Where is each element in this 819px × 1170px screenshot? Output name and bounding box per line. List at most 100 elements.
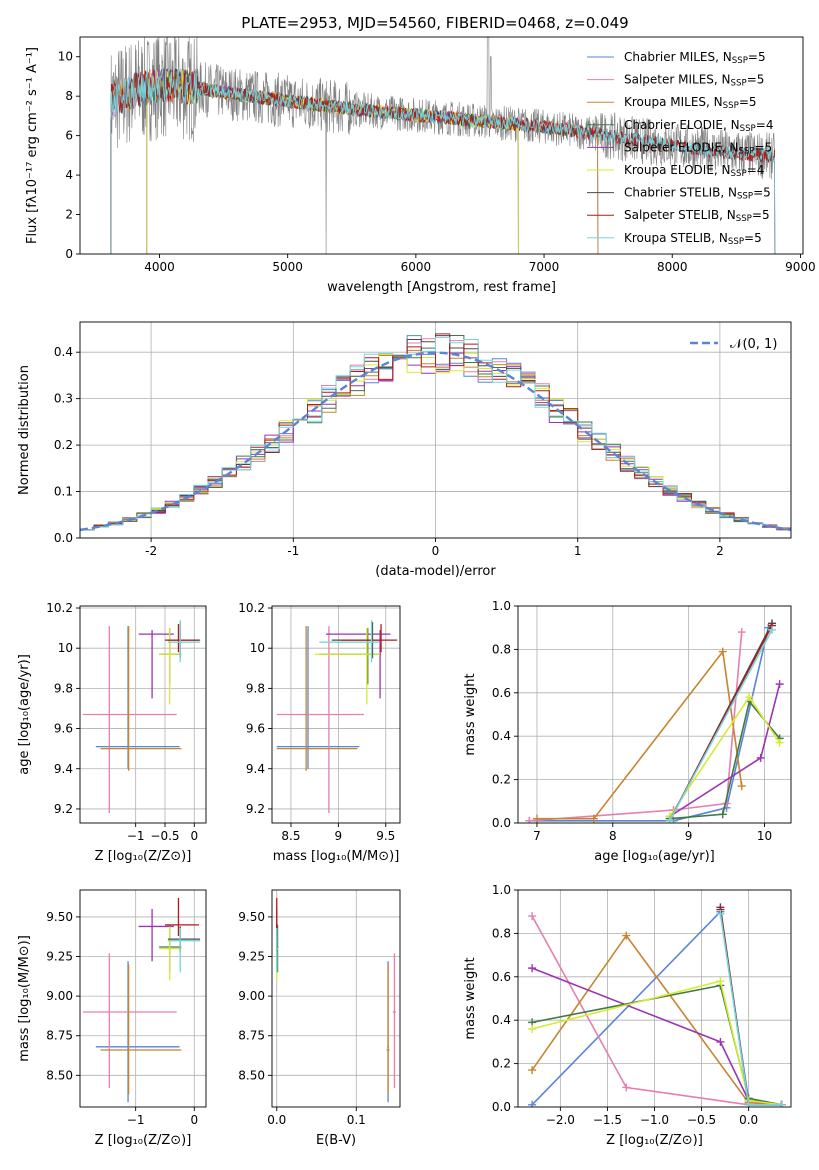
weight-marker <box>589 814 598 823</box>
residuals-chart: -2 -1 0 1 2 0.0 0.1 0.2 0.3 0.4 (data-model)/error… <box>17 321 792 579</box>
residuals-ytick-label: 0.0 <box>54 531 73 545</box>
age-mass-axes: 8.5 9 9.5 9.2 9.4 9.6 9.8 10 10.2 mass [log₁₀(M/M… <box>238 601 401 864</box>
weight-marker <box>718 810 727 819</box>
age-Z-frame <box>79 605 207 824</box>
weight-marker <box>716 977 725 986</box>
weight-marker <box>775 738 784 747</box>
mass-Z-xtick-label: −1 <box>127 1113 145 1127</box>
spectrum-ytick-label: 0 <box>65 247 73 261</box>
weight-age-chart: 7 8 9 10 0.0 0.2 0.4 0.6 0.8 1.0 age [log₁₀(age/yr… <box>463 599 792 864</box>
legend-label: Kroupa STELIB, NSSP=5 <box>624 231 762 247</box>
mass-EBV-xtick-label: 0.0 <box>267 1113 286 1127</box>
residuals-xtick-label: 1 <box>574 544 582 558</box>
age-mass-ytick-label: 10.2 <box>238 601 265 615</box>
weight-line <box>537 649 743 820</box>
legend-label: Kroupa ELODIE, NSSP=4 <box>624 163 764 179</box>
spectrum-xlabel: wavelength [Angstrom, rest frame] <box>327 280 556 295</box>
weight-line <box>719 907 782 1106</box>
spectrum-frame <box>79 36 804 255</box>
spectrum-xtick-label: 5000 <box>272 260 303 274</box>
mass-EBV-ytick-label: 9.00 <box>238 989 265 1003</box>
weight-age-xlabel: age [log₁₀(age/yr)] <box>594 849 715 864</box>
weight-age-frame <box>517 605 792 824</box>
plots-layer: 4000 5000 6000 7000 8000 90000246810wavelengt… <box>17 36 816 1148</box>
spectrum-ytick-label: 10 <box>58 50 73 64</box>
weight-Z-xtick-label: −1.5 <box>593 1113 622 1127</box>
age-mass-xtick-label: 9 <box>335 829 343 843</box>
mass-EBV-ytick-label: 8.50 <box>238 1068 265 1082</box>
weight-Z-plot <box>528 903 786 1107</box>
age-Z-ytick-label: 9.8 <box>54 681 73 695</box>
legend-label: 𝒩(0, 1) <box>730 337 777 352</box>
mass-Z-chart: −1 0 8.50 8.75 9.00 9.25 9.50 Z [log₁₀(Z/Z⊙)] ma… <box>17 889 207 1148</box>
weight-age-xtick-label: 8 <box>609 829 617 843</box>
residuals-xtick-label: -2 <box>145 544 157 558</box>
weight-marker <box>528 912 537 921</box>
residual-histogram <box>80 336 791 531</box>
spectrum-model-line <box>110 67 776 254</box>
mass-Z-xlabel: Z [log₁₀(Z/Z⊙)] <box>95 1133 192 1148</box>
spectrum-plot <box>110 37 776 254</box>
weight-age-ytick-label: 0.6 <box>492 686 511 700</box>
weight-marker <box>665 816 674 823</box>
age-Z-xlabel: Z [log₁₀(Z/Z⊙)] <box>95 849 192 864</box>
age-mass-ytick-label: 10 <box>250 641 265 655</box>
weight-Z-ytick-label: 0.8 <box>492 926 511 940</box>
weight-Z-ytick-label: 0.4 <box>492 1013 511 1027</box>
legend-label: Salpeter ELODIE, NSSP=5 <box>624 140 772 156</box>
weight-marker <box>528 1024 537 1033</box>
mass-Z-ytick-label: 8.50 <box>46 1068 73 1082</box>
weight-marker <box>737 782 746 791</box>
weight-Z-chart: −2.0 −1.5 −1.0 −0.5 0.0 0.0 0.2 0.4 0.6 0.8 1.0 Z [… <box>463 883 792 1148</box>
weight-age-axes: 7 8 9 10 0.0 0.2 0.4 0.6 0.8 1.0 age [log₁₀(age/yr… <box>463 599 792 864</box>
legend-label: Chabrier ELODIE, NSSP=4 <box>624 118 773 134</box>
weight-age-plot <box>525 619 784 823</box>
legend-label: Chabrier MILES, NSSP=5 <box>624 50 766 66</box>
weight-marker <box>737 628 746 637</box>
residuals-xtick-label: 0 <box>432 544 440 558</box>
weight-age-ytick-label: 1.0 <box>492 599 511 613</box>
mass-EBV-grid <box>272 890 400 1107</box>
mass-EBV-xlabel: E(B-V) <box>316 1133 356 1148</box>
age-Z-xtick-label: −0.5 <box>150 829 179 843</box>
age-Z-ytick-label: 10 <box>58 641 73 655</box>
residuals-xlabel: (data-model)/error <box>375 564 496 579</box>
weight-line <box>531 984 782 1106</box>
weight-marker <box>622 931 631 940</box>
age-Z-axes: −1 −0.5 0 9.2 9.4 9.6 9.8 10 10.2 Z [log₁₀(Z/Z⊙)]… <box>17 601 207 864</box>
age-mass-chart: 8.5 9 9.5 9.2 9.4 9.6 9.8 10 10.2 mass [log₁₀(M/M… <box>238 601 401 864</box>
mass-EBV-xtick-label: 0.1 <box>347 1113 366 1127</box>
weight-marker <box>525 816 534 823</box>
weight-age-xtick-label: 10 <box>757 829 772 843</box>
age-Z-ytick-label: 9.2 <box>54 802 73 816</box>
mass-EBV-chart: 0.0 0.1 8.50 8.75 9.00 9.25 9.50 E(B-V) <box>238 889 401 1148</box>
age-Z-xtick-label: −1 <box>127 829 145 843</box>
spectrum-xtick-label: 8000 <box>657 260 688 274</box>
weight-marker <box>777 1100 786 1107</box>
mass-Z-plot <box>82 897 201 1103</box>
weight-marker <box>768 625 777 634</box>
weight-Z-xtick-label: −1.0 <box>640 1113 669 1127</box>
weight-marker <box>528 1066 537 1075</box>
spectrum-ytick-label: 8 <box>65 89 73 103</box>
age-mass-xlabel: mass [log₁₀(M/M⊙)] <box>273 849 400 864</box>
age-mass-ytick-label: 9.6 <box>246 722 265 736</box>
spectrum-xtick-label: 7000 <box>529 260 560 274</box>
weight-Z-ytick-label: 0.6 <box>492 970 511 984</box>
weight-age-ytick-label: 0.0 <box>492 816 511 830</box>
spectrum-ytick-label: 6 <box>65 129 73 143</box>
age-Z-xtick-label: 0 <box>190 829 198 843</box>
mass-EBV-frame <box>271 889 401 1108</box>
residuals-xtick-label: -1 <box>287 544 299 558</box>
weight-marker <box>622 1083 631 1092</box>
weight-age-ylabel: mass weight <box>463 673 478 755</box>
weight-line <box>531 934 782 1106</box>
spectrum-ytick-label: 2 <box>65 208 73 222</box>
residuals-plot <box>80 333 791 532</box>
mass-Z-axes: −1 0 8.50 8.75 9.00 9.25 9.50 Z [log₁₀(Z/Z⊙)] ma… <box>17 889 207 1148</box>
weight-marker <box>532 814 541 823</box>
weight-Z-axes: −2.0 −1.5 −1.0 −0.5 0.0 0.0 0.2 0.4 0.6 0.8 1.0 Z [… <box>463 883 792 1148</box>
mass-EBV-axes: 0.0 0.1 8.50 8.75 9.00 9.25 9.50 E(B-V) <box>238 889 401 1148</box>
mass-EBV-plot <box>275 897 397 1103</box>
